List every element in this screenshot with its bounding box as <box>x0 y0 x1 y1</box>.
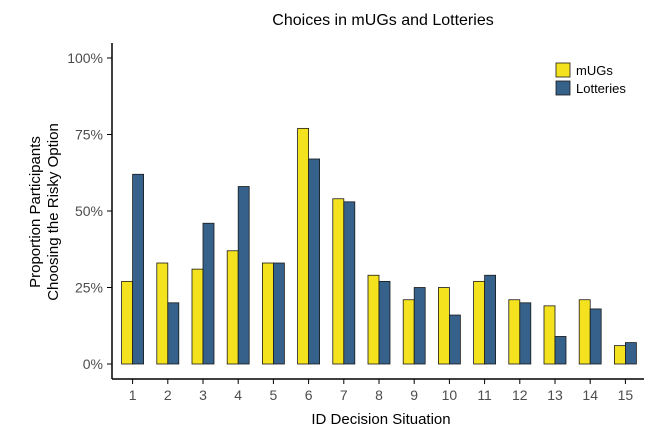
y-tick-label: 25% <box>75 280 103 296</box>
x-tick-label: 8 <box>375 387 383 403</box>
legend-swatch-lotteries <box>555 80 571 96</box>
bar-mugs-11 <box>473 280 486 365</box>
y-ticks-layer: 0% 25% 50% 75% 100% <box>67 50 112 372</box>
bar-mugs-8 <box>367 274 380 365</box>
x-tick-label: 14 <box>582 387 598 403</box>
bar-mugs-5 <box>261 262 274 365</box>
y-axis-title-line2: Choosing the Risky Option <box>45 123 62 301</box>
legend-swatch-mugs <box>555 62 571 78</box>
bar-lotteries-14 <box>589 308 602 365</box>
bar-mugs-12 <box>508 299 521 365</box>
bar-mugs-2 <box>156 262 169 365</box>
legend: mUGs Lotteries <box>555 62 626 96</box>
y-axis-title-line1: Proportion Participants <box>27 136 44 288</box>
chart-title: Choices in mUGs and Lotteries <box>272 12 493 29</box>
bar-mugs-9 <box>402 299 415 365</box>
x-tick-label: 15 <box>618 387 634 403</box>
x-tick-label: 2 <box>164 387 172 403</box>
x-tick-label: 11 <box>477 387 492 403</box>
y-tick-label: 75% <box>75 127 103 143</box>
bar-lotteries-12 <box>519 302 532 365</box>
y-tick-label: 100% <box>67 50 103 66</box>
bar-lotteries-11 <box>484 274 497 365</box>
legend-label-mugs: mUGs <box>576 63 613 78</box>
x-tick-label: 7 <box>340 387 348 403</box>
bar-mugs-6 <box>297 127 310 365</box>
bar-mugs-10 <box>437 287 450 365</box>
x-tick-label: 4 <box>234 387 242 403</box>
bars-layer <box>121 127 637 365</box>
bar-lotteries-15 <box>625 342 637 365</box>
bar-lotteries-10 <box>448 314 461 365</box>
x-axis-title: ID Decision Situation <box>311 411 450 428</box>
bar-lotteries-8 <box>378 280 391 365</box>
y-axis-title: Proportion Participants Choosing the Ris… <box>27 123 62 301</box>
legend-label-lotteries: Lotteries <box>576 81 626 96</box>
bar-lotteries-4 <box>237 186 250 365</box>
bar-mugs-3 <box>191 268 204 365</box>
bar-mugs-14 <box>578 299 591 365</box>
x-ticks-layer: 1 2 3 4 5 6 7 8 9 10 11 12 13 14 15 <box>129 379 634 403</box>
bar-lotteries-2 <box>167 302 180 365</box>
bar-lotteries-3 <box>202 222 215 365</box>
x-tick-label: 9 <box>410 387 418 403</box>
bar-lotteries-13 <box>554 336 567 365</box>
x-tick-label: 10 <box>442 387 458 403</box>
x-tick-label: 5 <box>270 387 278 403</box>
bar-lotteries-9 <box>413 287 426 365</box>
bar-mugs-15 <box>614 345 626 365</box>
bar-mugs-13 <box>543 305 556 365</box>
bar-mugs-4 <box>226 250 239 365</box>
x-tick-label: 12 <box>512 387 528 403</box>
x-tick-label: 3 <box>199 387 207 403</box>
bar-lotteries-5 <box>272 262 285 365</box>
bar-lotteries-1 <box>132 173 145 365</box>
x-tick-label: 1 <box>129 387 137 403</box>
bar-lotteries-6 <box>308 158 321 365</box>
x-tick-label: 6 <box>305 387 313 403</box>
bar-mugs-1 <box>121 280 133 365</box>
bar-mugs-7 <box>332 198 345 365</box>
y-tick-label: 50% <box>75 203 103 219</box>
x-tick-label: 13 <box>547 387 563 403</box>
y-tick-label: 0% <box>83 356 103 372</box>
bar-lotteries-7 <box>343 201 356 365</box>
